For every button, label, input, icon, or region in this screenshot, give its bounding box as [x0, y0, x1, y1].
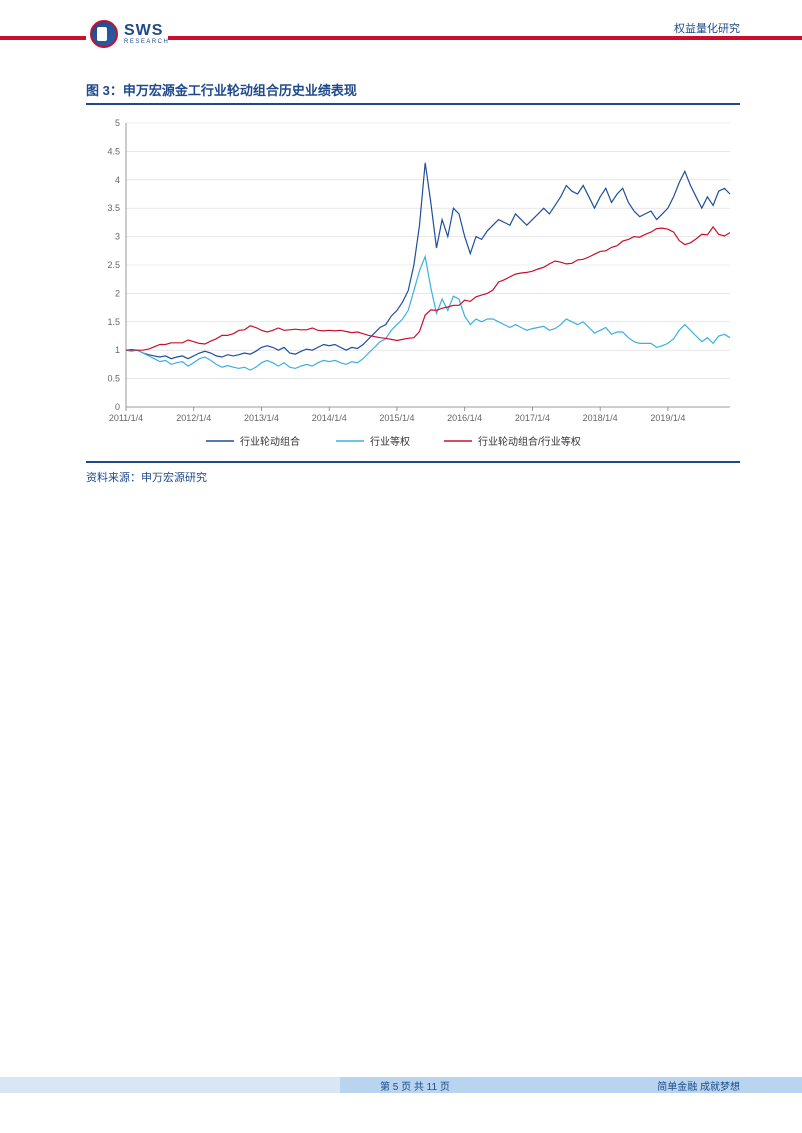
source-rule — [86, 461, 740, 463]
svg-text:2015/1/4: 2015/1/4 — [379, 413, 414, 423]
logo-sub-text: RESEARCH — [124, 39, 169, 45]
svg-text:4.5: 4.5 — [107, 146, 120, 156]
svg-text:行业等权: 行业等权 — [370, 435, 410, 448]
svg-text:行业轮动组合: 行业轮动组合 — [240, 435, 300, 448]
svg-text:2011/1/4: 2011/1/4 — [109, 413, 143, 423]
footer-bar-left — [0, 1077, 340, 1093]
svg-text:1.5: 1.5 — [107, 317, 120, 327]
header-category: 权益量化研究 — [674, 20, 740, 36]
svg-text:0.5: 0.5 — [107, 374, 120, 384]
svg-text:0: 0 — [115, 402, 120, 412]
svg-text:2012/1/4: 2012/1/4 — [176, 413, 211, 423]
svg-text:2.5: 2.5 — [107, 260, 120, 270]
header-rule-left — [0, 36, 86, 40]
svg-text:1: 1 — [115, 345, 120, 355]
page-number: 第 5 页 共 11 页 — [380, 1078, 450, 1093]
title-underline — [86, 103, 740, 105]
svg-text:2018/1/4: 2018/1/4 — [583, 413, 618, 423]
svg-text:2: 2 — [115, 288, 120, 298]
header-rule-right — [168, 36, 802, 40]
footer-slogan: 简单金融 成就梦想 — [657, 1078, 740, 1093]
svg-text:3: 3 — [115, 232, 120, 242]
logo-icon — [90, 20, 118, 48]
svg-text:3.5: 3.5 — [107, 203, 120, 213]
svg-text:2014/1/4: 2014/1/4 — [312, 413, 347, 423]
figure-title: 图 3：申万宏源金工行业轮动组合历史业绩表现 — [86, 80, 740, 99]
svg-text:2019/1/4: 2019/1/4 — [650, 413, 685, 423]
svg-text:2017/1/4: 2017/1/4 — [515, 413, 550, 423]
brand-logo: SWS RESEARCH — [90, 20, 169, 48]
chart-svg: 0 0.5 1 1.5 2 2.5 3 3.5 4 4.5 5 2011/1/4 2012/1/4 201… — [86, 115, 740, 455]
line-chart: 0 0.5 1 1.5 2 2.5 3 3.5 4 4.5 5 2011/1/4 2012/1/4 201… — [86, 115, 740, 455]
content-area: 图 3：申万宏源金工行业轮动组合历史业绩表现 0 0.5 1 1.5 2 2.5 3 3.5 4… — [0, 60, 802, 485]
svg-text:2016/1/4: 2016/1/4 — [447, 413, 482, 423]
page-footer: 第 5 页 共 11 页 简单金融 成就梦想 — [0, 1077, 802, 1095]
logo-main-text: SWS — [124, 23, 169, 39]
svg-text:2013/1/4: 2013/1/4 — [244, 413, 279, 423]
svg-text:5: 5 — [115, 118, 120, 128]
svg-text:4: 4 — [115, 175, 120, 185]
page-header: SWS RESEARCH 权益量化研究 — [0, 0, 802, 60]
svg-text:行业轮动组合/行业等权: 行业轮动组合/行业等权 — [478, 435, 581, 448]
figure-source: 资料来源：申万宏源研究 — [86, 469, 740, 485]
